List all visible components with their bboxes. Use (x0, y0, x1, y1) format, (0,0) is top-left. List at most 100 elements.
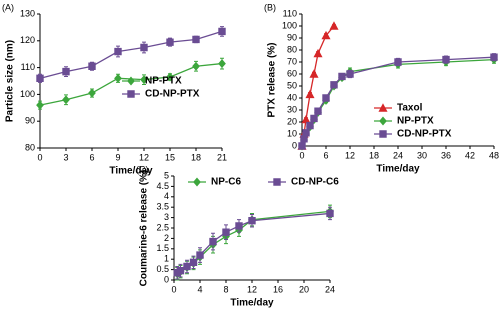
point (192, 61, 200, 71)
y-tick-label: 90 (287, 32, 297, 42)
x-axis-title: Time/day (230, 298, 274, 309)
point (394, 58, 402, 66)
y-tick-label: 3 (164, 212, 169, 222)
x-tick-label: 0 (171, 284, 176, 294)
point (338, 72, 346, 81)
y-tick-label: 4 (164, 191, 169, 201)
point (301, 114, 311, 124)
point (329, 21, 339, 30)
y-tick-label: 110 (283, 8, 297, 18)
y-tick-label: 100 (20, 89, 35, 99)
point (490, 53, 498, 61)
legend-label: CD-NP-PTX (145, 89, 200, 100)
point (62, 95, 70, 105)
point (326, 209, 334, 218)
x-tick-label: 0 (299, 150, 304, 160)
point (176, 266, 185, 275)
legend-label: NP-PTX (145, 76, 182, 87)
x-tick-label: 18 (191, 152, 201, 162)
x-tick-label: 42 (465, 150, 475, 160)
y-tick-label: 0 (164, 274, 169, 284)
legend-label: NP-PTX (397, 116, 434, 127)
point (321, 30, 331, 40)
x-tick-label: 12 (345, 150, 355, 160)
legend-label: CD-NP-PTX (397, 129, 452, 140)
point (62, 67, 70, 76)
y-tick-label: 110 (21, 62, 35, 72)
y-tick-label: 100 (282, 20, 297, 30)
x-axis-title: Time/day (376, 164, 420, 175)
point (196, 251, 204, 259)
legend-marker (127, 90, 135, 98)
legend-marker (379, 130, 387, 138)
x-tick-label: 24 (393, 150, 403, 160)
point (310, 114, 318, 123)
point (140, 43, 148, 52)
y-tick-label: 60 (287, 68, 297, 78)
y-tick-label: 4.5 (156, 181, 169, 191)
y-tick-label: 0 (292, 140, 297, 150)
point (140, 75, 148, 85)
point (313, 48, 323, 58)
x-tick-label: 3 (63, 152, 68, 162)
y-tick-label: 0.5 (156, 264, 169, 274)
point (183, 262, 191, 271)
y-tick-label: 3.5 (156, 202, 169, 212)
y-tick-label: 5 (164, 170, 169, 180)
x-tick-label: 9 (115, 152, 120, 162)
x-tick-label: 20 (299, 284, 309, 294)
y-tick-label: 80 (25, 142, 35, 152)
panel-label: (C) (136, 164, 149, 174)
y-tick-label: 40 (287, 92, 297, 102)
point (298, 142, 306, 150)
y-axis-title: PTX release (%) (267, 42, 278, 117)
point (346, 70, 354, 78)
legend-marker (378, 103, 388, 112)
y-tick-label: 80 (287, 44, 297, 54)
x-tick-label: 12 (247, 284, 257, 294)
x-tick-label: 6 (323, 150, 328, 160)
x-tick-label: 24 (325, 284, 335, 294)
point (222, 228, 230, 236)
point (302, 129, 310, 137)
point (235, 222, 243, 230)
x-tick-label: 16 (273, 284, 283, 294)
y-tick-label: 30 (287, 104, 297, 114)
series-line (39, 30, 223, 79)
legend-label: Taxol (397, 103, 423, 114)
x-tick-label: 36 (441, 150, 451, 160)
y-axis-title: Particle size (nm) (5, 40, 16, 122)
x-tick-label: 6 (89, 152, 94, 162)
point (330, 81, 338, 89)
panel-label: (A) (2, 2, 14, 12)
point (306, 121, 314, 130)
point (248, 217, 256, 225)
x-tick-label: 21 (217, 152, 227, 162)
y-tick-label: 2.5 (156, 222, 169, 232)
y-axis-title: Coumarine-6 release (%) (139, 170, 150, 287)
legend-marker (379, 116, 387, 126)
point (209, 237, 217, 246)
y-tick-label: 90 (25, 116, 35, 126)
legend-marker (127, 76, 135, 86)
point (309, 69, 319, 78)
point (322, 94, 330, 102)
x-axis-title: Time/day (109, 166, 153, 177)
point (218, 59, 226, 69)
point (305, 89, 315, 99)
point (114, 47, 122, 56)
y-tick-label: 2 (164, 233, 169, 243)
point (218, 27, 226, 36)
point (300, 135, 308, 143)
point (36, 74, 44, 83)
y-tick-label: 10 (287, 128, 297, 138)
point (166, 72, 174, 82)
x-tick-label: 12 (139, 152, 149, 162)
legend-label: CD-NP-C6 (291, 177, 339, 188)
x-tick-label: 18 (369, 150, 379, 160)
x-tick-label: 30 (417, 150, 427, 160)
point (166, 38, 174, 46)
point (192, 35, 200, 44)
point (189, 258, 198, 267)
